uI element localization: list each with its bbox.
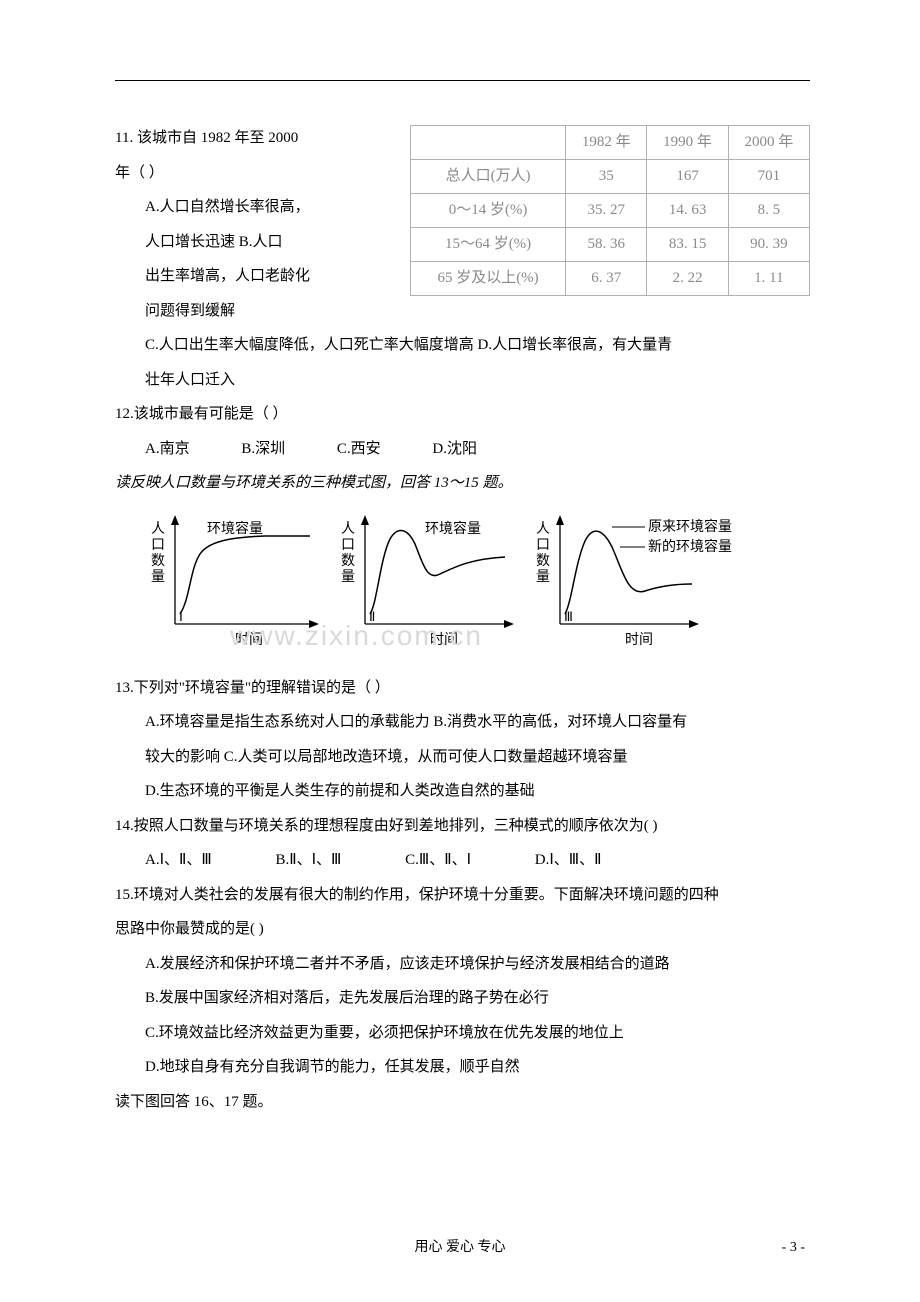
q14-opt-d: D.Ⅰ、Ⅲ、Ⅱ [535,843,602,878]
svg-text:人: 人 [151,521,165,537]
chart-prompt-text: 读反映人口数量与环境关系的三种模式图，回答 13～15 题。 [115,475,513,491]
th-blank [411,126,566,160]
svg-text:时间: 时间 [625,632,653,648]
th-1982: 1982 年 [566,126,647,160]
page-number: - 3 - [782,1232,805,1264]
row-label: 0～14 岁(%) [411,194,566,228]
q14-opt-b: B.Ⅱ、Ⅰ、Ⅲ [275,843,341,878]
table-row: 0～14 岁(%) 35. 27 14. 63 8. 5 [411,194,810,228]
q12-options: A.南京 B.深圳 C.西安 D.沈阳 [115,432,810,467]
cell: 701 [728,160,809,194]
table-row: 65 岁及以上(%) 6. 37 2. 22 1. 11 [411,262,810,296]
q15-stem2: 思路中你最赞成的是( ) [115,912,810,947]
svg-text:人: 人 [536,521,550,537]
q12-opt-c: C.西安 [337,432,381,467]
svg-text:口: 口 [151,538,165,553]
svg-text:量: 量 [536,569,550,585]
chart-3: 人口数量 原来环境容量 新的环境容量 Ⅲ 时间 [530,509,760,649]
q15-opt-a: A.发展经济和保护环境二者并不矛盾，应该走环境保护与经济发展相结合的道路 [145,947,810,982]
cell: 8. 5 [728,194,809,228]
svg-text:Ⅲ: Ⅲ [564,609,573,624]
q14-opt-c: C.Ⅲ、Ⅱ、Ⅰ [405,843,471,878]
q15-opt-c: C.环境效益比经济效益更为重要，必须把保护环境放在优先发展的地位上 [145,1016,810,1051]
q11-stem2: 年（ ） [115,156,315,191]
svg-text:数: 数 [536,553,550,569]
q11-opt-a3: 出生率增高，人口老龄化 [145,259,315,294]
svg-text:Ⅱ: Ⅱ [369,609,375,624]
q12-opt-d: D.沈阳 [432,432,477,467]
page-container: 1982 年 1990 年 2000 年 总人口(万人) 35 167 701 … [0,0,920,1302]
svg-text:量: 量 [341,569,355,585]
cell: 2. 22 [647,262,728,296]
q13-stem: 13.下列对"环境容量"的理解错误的是（ ） [115,671,810,706]
chart-prompt: 读反映人口数量与环境关系的三种模式图，回答 13～15 题。 [115,466,810,501]
cell: 58. 36 [566,228,647,262]
row-label: 65 岁及以上(%) [411,262,566,296]
svg-text:口: 口 [536,538,550,553]
cell: 167 [647,160,728,194]
cell: 35. 27 [566,194,647,228]
svg-text:量: 量 [151,569,165,585]
prompt-16-17: 读下图回答 16、17 题。 [115,1085,810,1120]
table-row: 15～64 岁(%) 58. 36 83. 15 90. 39 [411,228,810,262]
svg-text:数: 数 [151,553,165,569]
cell: 1. 11 [728,262,809,296]
q11-opt-c: C.人口出生率大幅度降低，人口死亡率大幅度增高 D.人口增长率很高，有大量青 [145,328,810,363]
q11-opt-a: A.人口自然增长率很高， [145,190,315,225]
q14-stem: 14.按照人口数量与环境关系的理想程度由好到差地排列，三种模式的顺序依次为( ) [115,809,810,844]
th-2000: 2000 年 [728,126,809,160]
th-1990: 1990 年 [647,126,728,160]
page-footer: 用心 爱心 专心 - 3 - [0,1232,920,1264]
q11-block: 1982 年 1990 年 2000 年 总人口(万人) 35 167 701 … [115,121,810,397]
svg-text:数: 数 [341,553,355,569]
top-rule [115,80,810,81]
svg-text:原来环境容量: 原来环境容量 [648,518,732,535]
table-row: 1982 年 1990 年 2000 年 [411,126,810,160]
svg-text:时间: 时间 [235,632,263,648]
svg-text:环境容量: 环境容量 [425,520,481,537]
svg-text:环境容量: 环境容量 [207,520,263,537]
cell: 14. 63 [647,194,728,228]
charts-figure: 人口数量 环境容量 Ⅰ 时间 人口数量 环境容量 Ⅱ 时间 [145,509,810,649]
cell: 6. 37 [566,262,647,296]
svg-text:时间: 时间 [430,632,458,648]
q13-opt-d: D.生态环境的平衡是人类生存的前提和人类改造自然的基础 [145,774,810,809]
svg-text:Ⅰ: Ⅰ [179,609,183,624]
q12-stem: 12.该城市最有可能是（ ） [115,397,810,432]
cell: 90. 39 [728,228,809,262]
row-label: 15～64 岁(%) [411,228,566,262]
svg-text:人: 人 [341,521,355,537]
q13-opt-a2: 较大的影响 C.人类可以局部地改造环境，从而可使人口数量超越环境容量 [145,740,810,775]
q15-opt-b: B.发展中国家经济相对落后，走先发展后治理的路子势在必行 [145,981,810,1016]
chart-2: 人口数量 环境容量 Ⅱ 时间 [335,509,520,649]
q15-opt-d: D.地球自身有充分自我调节的能力，任其发展，顺乎自然 [145,1050,810,1085]
q14-opt-a: A.Ⅰ、Ⅱ、Ⅲ [145,843,212,878]
q11-opt-a2: 人口增长迅速 B.人口 [145,225,315,260]
q15-stem1: 15.环境对人类社会的发展有很大的制约作用，保护环境十分重要。下面解决环境问题的… [115,878,810,913]
population-table: 1982 年 1990 年 2000 年 总人口(万人) 35 167 701 … [410,125,810,296]
row-label: 总人口(万人) [411,160,566,194]
q12-opt-a: A.南京 [145,432,190,467]
q13-opt-a: A.环境容量是指生态系统对人口的承载能力 B.消费水平的高低，对环境人口容量有 [145,705,810,740]
q11-opt-a4: 问题得到缓解 [145,294,315,329]
cell: 35 [566,160,647,194]
svg-text:新的环境容量: 新的环境容量 [648,538,732,555]
table-row: 总人口(万人) 35 167 701 [411,160,810,194]
q11-opt-c2: 壮年人口迁入 [145,363,810,398]
q11-stem: 11. 该城市自 1982 年至 2000 [115,121,315,156]
q14-options: A.Ⅰ、Ⅱ、Ⅲ B.Ⅱ、Ⅰ、Ⅲ C.Ⅲ、Ⅱ、Ⅰ D.Ⅰ、Ⅲ、Ⅱ [115,843,810,878]
q12-opt-b: B.深圳 [241,432,285,467]
chart-1: 人口数量 环境容量 Ⅰ 时间 [145,509,325,649]
svg-text:口: 口 [341,538,355,553]
footer-text: 用心 爱心 专心 [415,1240,506,1255]
cell: 83. 15 [647,228,728,262]
